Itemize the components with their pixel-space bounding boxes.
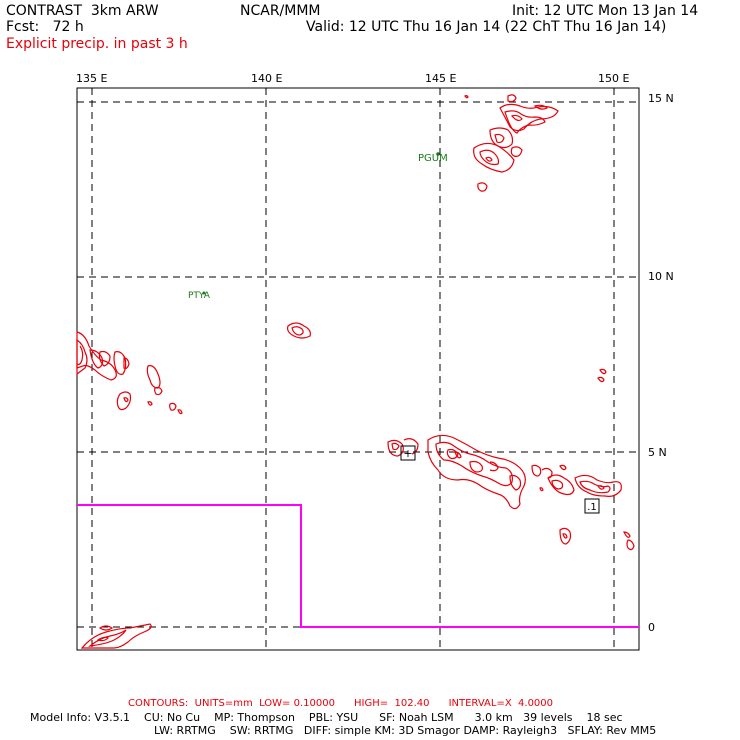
- lon-label-135: 135 E: [76, 72, 108, 85]
- lat-label-15n: 15 N: [648, 92, 674, 105]
- marker-plus: +: [403, 447, 412, 460]
- init-time: Init: 12 UTC Mon 13 Jan 14: [512, 3, 699, 19]
- lon-label-140: 140 E: [251, 72, 283, 85]
- marker-point1: .1: [587, 502, 597, 513]
- lon-label-145: 145 E: [425, 72, 457, 85]
- station-ptya: PTYA: [188, 291, 211, 301]
- ptya-dot: [202, 291, 206, 295]
- marker-box-plus: [400, 445, 416, 461]
- map-frame: [76, 87, 640, 651]
- center-title: NCAR/MMM: [240, 3, 321, 19]
- lat-label-10n: 10 N: [648, 270, 674, 283]
- model-title: CONTRAST 3km ARW: [6, 3, 159, 19]
- pgum-dot: [436, 152, 440, 156]
- station-pgum: PGUM: [418, 153, 448, 164]
- forecast-hour: Fcst: 72 h: [6, 19, 84, 35]
- graticule: [77, 88, 639, 650]
- lat-label-5n: 5 N: [648, 446, 667, 459]
- field-title: Explicit precip. in past 3 h: [6, 36, 188, 52]
- model-info-line2: LW: RRTMG SW: RRTMG DIFF: simple KM: 3D …: [154, 724, 657, 737]
- lon-label-150: 150 E: [598, 72, 630, 85]
- boundary-line: [77, 504, 639, 628]
- contour-info: CONTOURS: UNITS=mm LOW= 0.10000 HIGH= 10…: [128, 698, 554, 709]
- model-info-line1: Model Info: V3.5.1 CU: No Cu MP: Thompso…: [30, 711, 623, 724]
- precip-contours: [76, 94, 635, 649]
- marker-box-point1: [584, 498, 600, 514]
- lat-label-0: 0: [648, 621, 655, 634]
- valid-time: Valid: 12 UTC Thu 16 Jan 14 (22 ChT Thu …: [306, 19, 667, 35]
